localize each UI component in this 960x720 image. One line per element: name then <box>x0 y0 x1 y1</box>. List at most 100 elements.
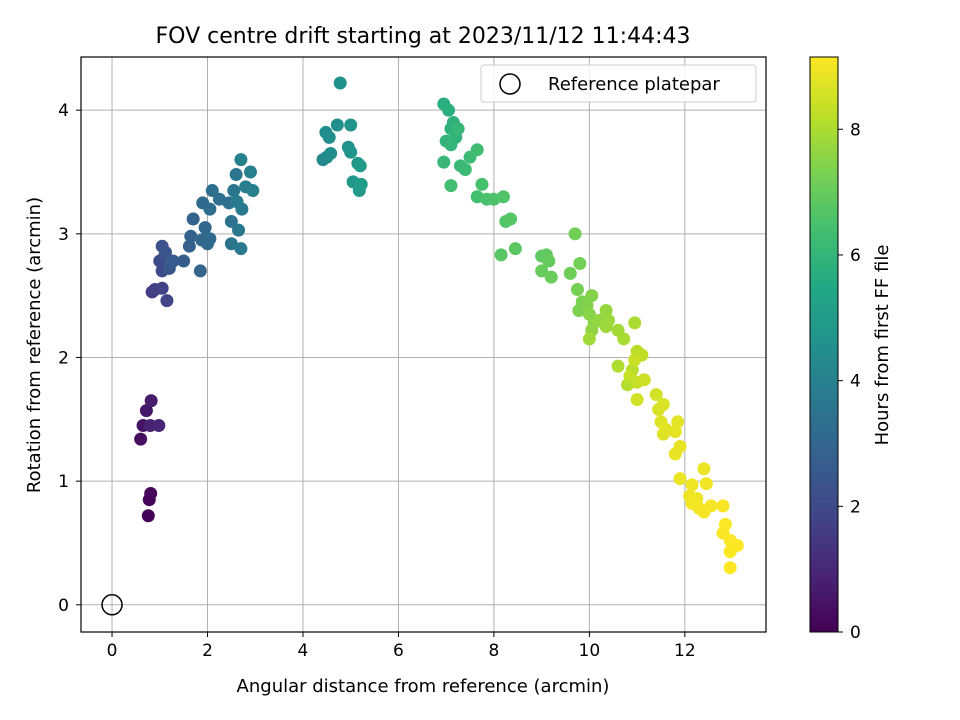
data-point <box>599 320 613 334</box>
data-point <box>649 388 663 402</box>
data-point <box>535 264 549 278</box>
data-point <box>144 487 158 501</box>
chart-title: FOV centre drift starting at 2023/11/12 … <box>156 24 691 49</box>
data-point <box>166 254 180 268</box>
data-point <box>444 138 458 152</box>
data-point <box>160 294 174 308</box>
data-point <box>504 212 518 226</box>
data-point <box>704 499 718 513</box>
data-point <box>494 248 508 262</box>
reference-marker-layer <box>101 594 123 616</box>
data-point <box>563 266 577 280</box>
data-point <box>628 316 642 330</box>
data-point <box>668 447 682 461</box>
data-point <box>144 394 158 408</box>
data-point <box>324 146 338 160</box>
data-point <box>243 165 257 179</box>
data-point <box>544 270 558 284</box>
data-point <box>630 393 644 407</box>
data-point <box>333 76 347 90</box>
data-point <box>723 561 737 575</box>
data-point <box>673 472 687 486</box>
data-point <box>451 122 465 136</box>
data-point <box>444 179 458 193</box>
x-tick-label: 8 <box>488 641 499 661</box>
data-point <box>470 143 484 157</box>
data-point <box>442 103 456 117</box>
data-point <box>152 418 166 432</box>
data-point <box>671 415 685 429</box>
data-point <box>232 223 246 237</box>
colorbar-tick-label: 6 <box>850 246 861 266</box>
data-point <box>134 432 148 446</box>
data-point <box>193 264 207 278</box>
data-point <box>155 281 169 295</box>
data-point <box>344 145 358 159</box>
x-axis-label: Angular distance from reference (arcmin) <box>237 676 610 697</box>
colorbar-label: Hours from first FF file <box>872 245 893 446</box>
data-point <box>573 257 587 271</box>
y-axis-label: Rotation from reference (arcmin) <box>24 197 45 493</box>
data-point <box>139 404 153 418</box>
legend-box <box>480 64 757 103</box>
y-tick-label: 2 <box>58 348 69 368</box>
data-point <box>458 163 472 177</box>
colorbar-tick-label: 2 <box>850 497 861 517</box>
data-point <box>730 538 744 552</box>
data-point <box>582 332 596 346</box>
data-point <box>628 353 642 367</box>
data-point <box>617 332 631 346</box>
y-tick-label: 0 <box>58 596 69 616</box>
data-point <box>344 118 358 132</box>
data-point <box>141 509 155 523</box>
y-tick-label: 3 <box>58 225 69 245</box>
data-point <box>637 373 651 387</box>
data-point <box>224 237 238 251</box>
data-point <box>475 177 489 191</box>
data-point <box>198 221 212 235</box>
data-point <box>611 359 625 373</box>
data-point <box>354 177 368 191</box>
legend-reference-label: Reference platepar <box>548 74 720 95</box>
x-tick-label: 6 <box>393 641 404 661</box>
data-point <box>227 184 241 198</box>
data-point <box>685 478 699 492</box>
data-point <box>246 184 260 198</box>
data-point <box>697 462 711 476</box>
data-point <box>182 239 196 253</box>
data-point <box>599 303 613 317</box>
colorbar-ticks: 0 2 4 6 8 <box>838 120 861 643</box>
data-point <box>656 397 670 411</box>
data-point <box>205 184 219 198</box>
data-point <box>203 202 217 216</box>
x-tick-label: 4 <box>298 641 309 661</box>
data-point <box>203 232 217 246</box>
colorbar-tick-label: 4 <box>850 372 861 392</box>
data-point <box>158 245 172 259</box>
x-tick-label: 2 <box>202 641 213 661</box>
data-point <box>699 477 713 491</box>
x-tick-label: 12 <box>674 641 696 661</box>
data-point <box>230 195 244 209</box>
plot-area-frame <box>80 56 767 633</box>
data-point <box>716 499 730 513</box>
data-point <box>177 254 191 268</box>
data-point <box>353 159 367 173</box>
x-tick-label: 10 <box>579 641 601 661</box>
colorbar-tick-label: 0 <box>850 623 861 643</box>
data-point <box>186 212 200 226</box>
data-point <box>330 118 344 132</box>
reference-platepar-marker <box>101 594 123 616</box>
legend: Reference platepar <box>480 64 757 103</box>
data-point <box>585 289 599 303</box>
data-point <box>184 229 198 243</box>
x-tick-label: 0 <box>107 641 118 661</box>
y-tick-label: 1 <box>58 472 69 492</box>
grid <box>81 57 766 632</box>
colorbar <box>809 56 839 633</box>
data-point <box>570 282 584 296</box>
data-point <box>224 214 238 228</box>
data-point <box>568 227 582 241</box>
